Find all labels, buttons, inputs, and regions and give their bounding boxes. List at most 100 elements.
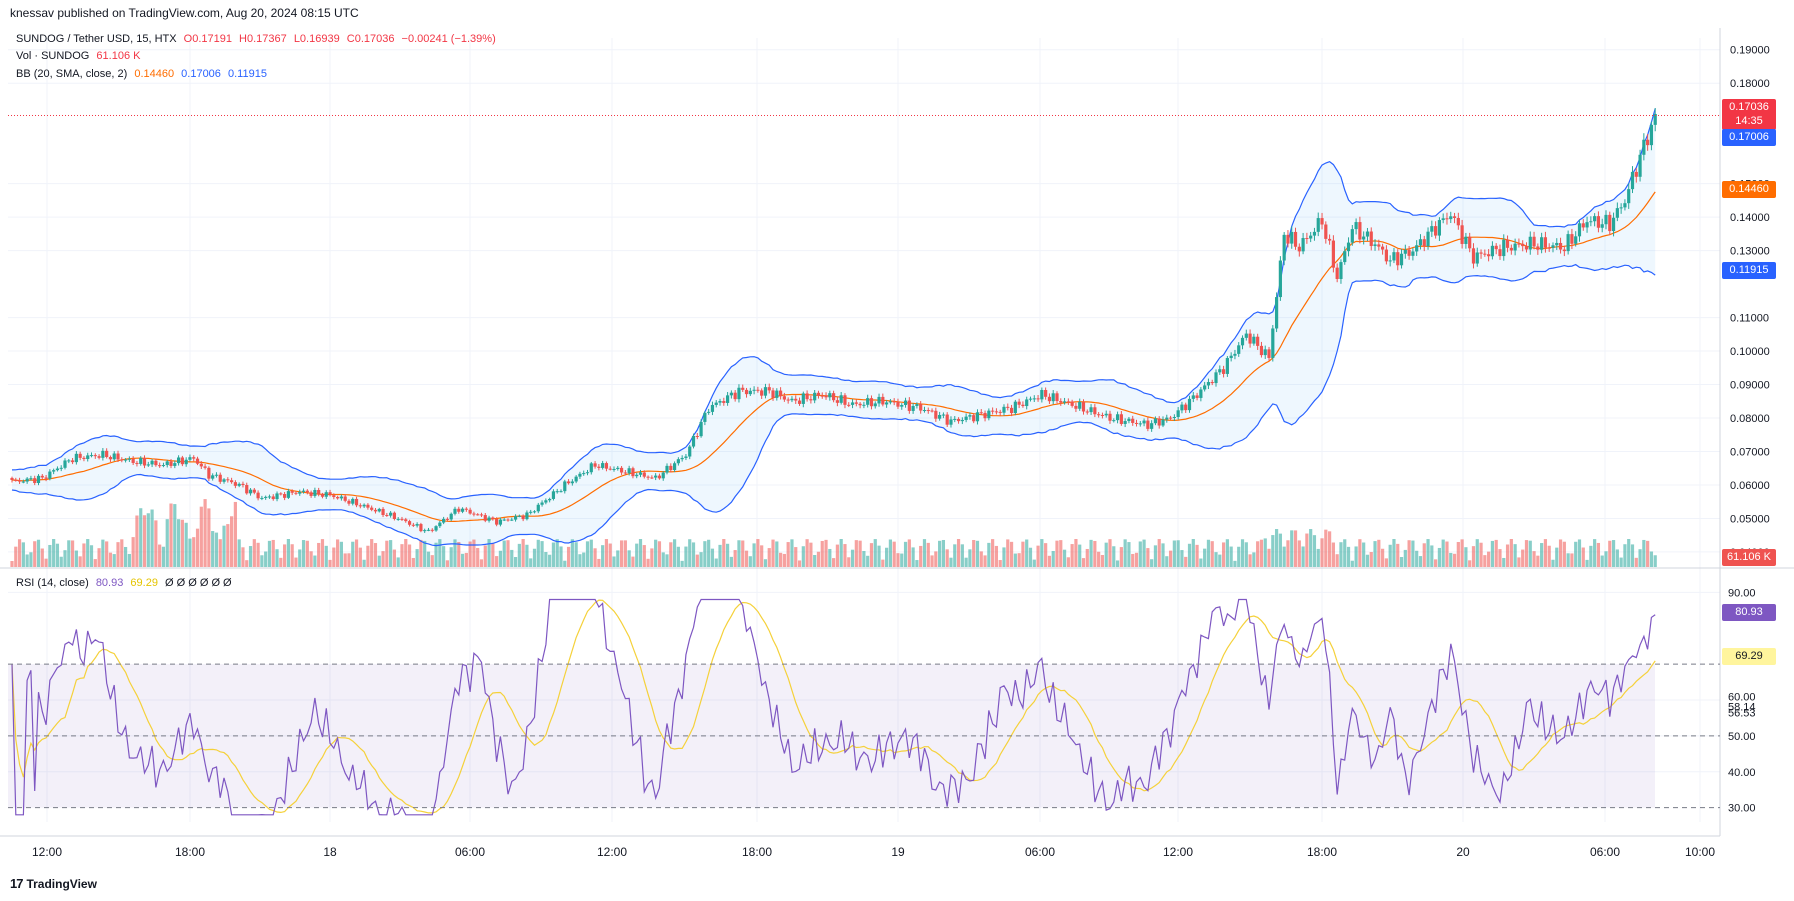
volume-bar — [1346, 546, 1351, 567]
candle-body — [1627, 189, 1631, 204]
candle-body — [616, 467, 620, 469]
candle-body — [1097, 414, 1101, 416]
candle-body — [267, 496, 272, 498]
volume-bar — [1002, 547, 1006, 567]
candle-body — [1104, 413, 1108, 416]
volume-bar — [1074, 539, 1078, 567]
symbol-name[interactable]: SUNDOG / Tether USD, 15, HTX — [16, 33, 177, 45]
volume-bar — [502, 540, 506, 567]
volume-bar — [1464, 547, 1468, 567]
candle-body — [1619, 207, 1623, 209]
candle-body — [1153, 418, 1158, 424]
candle-body — [892, 401, 896, 403]
volume-bar — [1229, 546, 1233, 567]
candle-body — [805, 393, 809, 400]
volume-bar — [752, 543, 756, 567]
candle-body — [207, 467, 211, 479]
volume-bar — [1282, 546, 1286, 567]
volume-bar — [669, 542, 673, 567]
volume-bar — [729, 556, 733, 567]
volume-bar — [1358, 539, 1362, 567]
candle-body — [1358, 222, 1362, 240]
candle-body — [328, 492, 332, 496]
candle-body — [426, 529, 431, 531]
candle-body — [548, 498, 552, 501]
candle-body — [1418, 239, 1423, 246]
volume-bar — [619, 540, 624, 567]
volume-bar — [941, 539, 946, 567]
volume-bar — [915, 560, 919, 567]
candle-body — [1437, 220, 1441, 236]
volume-bar — [1343, 539, 1347, 567]
volume-bar — [612, 556, 616, 567]
volume-bar — [207, 508, 211, 567]
candle-body — [532, 511, 537, 513]
candle-body — [661, 472, 665, 479]
candle-body — [998, 411, 1002, 413]
volume-bar — [1153, 545, 1158, 567]
candle-body — [1343, 251, 1347, 263]
candle-body — [983, 412, 987, 419]
candle-body — [654, 475, 658, 478]
volume-bar — [794, 547, 798, 567]
candle-body — [139, 457, 143, 464]
candle-body — [1085, 411, 1089, 413]
candle-body — [131, 458, 135, 463]
time-tick-label: 10:00 — [1685, 845, 1715, 859]
candle-body — [529, 511, 533, 513]
volume-bar — [1252, 552, 1256, 567]
volume-bar — [476, 547, 480, 567]
candle-body — [226, 479, 230, 481]
volume-label[interactable]: Vol · SUNDOG — [16, 50, 90, 62]
volume-bar — [1328, 531, 1332, 567]
volume-bar — [1604, 551, 1608, 567]
candle-body — [1434, 226, 1438, 236]
reference-lines — [8, 114, 1720, 809]
rsi-tick-label: 90.00 — [1728, 587, 1756, 599]
candle-body — [211, 475, 215, 479]
candle-body — [495, 519, 499, 525]
volume-bar — [820, 540, 824, 567]
tradingview-logo-icon: 17 — [10, 876, 24, 891]
volume-bar — [264, 551, 268, 567]
candle-body — [101, 450, 105, 458]
volume-bar — [578, 554, 582, 567]
candle-body — [21, 481, 25, 483]
volume-bar — [1547, 545, 1551, 567]
candle-body — [828, 393, 832, 398]
candle-body — [813, 392, 817, 401]
time-tick-label: 12:00 — [597, 845, 627, 859]
volume-bar — [230, 516, 234, 567]
volume-bar — [968, 549, 972, 567]
candle-body — [358, 505, 362, 507]
bb-label[interactable]: BB (20, SMA, close, 2) — [16, 68, 128, 80]
volume-bar — [1157, 539, 1161, 567]
candle-body — [55, 468, 60, 471]
candle-body — [725, 395, 730, 403]
volume-bar — [1498, 549, 1502, 567]
volume-bar — [320, 539, 325, 567]
tradingview-brand[interactable]: 17 TradingView — [10, 876, 97, 891]
volume-bar — [1021, 541, 1025, 567]
volume-bar — [55, 543, 60, 567]
candle-body — [972, 415, 976, 422]
rsi-label[interactable]: RSI (14, close) — [16, 577, 89, 589]
volume-bar — [1434, 559, 1438, 567]
candle-body — [271, 496, 275, 500]
candle-body — [540, 502, 544, 505]
volume-bar — [1384, 558, 1388, 567]
volume-bar — [1608, 540, 1612, 567]
candle-body — [729, 392, 733, 396]
volume-bar — [782, 553, 786, 567]
last-price-badge: 0.17036 14:35 — [1722, 99, 1776, 130]
candle-body — [283, 494, 287, 498]
volume-bar — [1558, 539, 1563, 567]
candle-body — [1399, 253, 1404, 266]
volume-bar — [843, 544, 847, 567]
candle-body — [881, 396, 885, 405]
volume-bar — [407, 544, 412, 567]
candle-body — [233, 482, 237, 486]
candle-body — [786, 399, 790, 401]
volume-bar — [146, 513, 150, 567]
